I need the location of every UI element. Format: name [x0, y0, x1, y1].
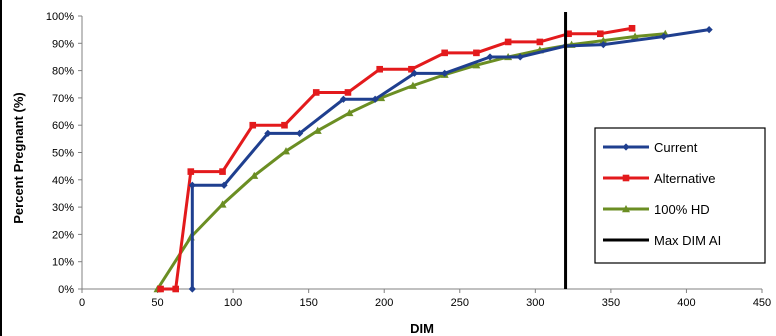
data-point-alternative: [345, 89, 352, 96]
y-tick-label: 50%: [52, 148, 74, 160]
y-axis-title: Percent Pregnant (%): [11, 92, 26, 223]
legend-marker-alternative: [623, 175, 630, 182]
x-axis-title: DIM: [410, 321, 434, 336]
data-point-alternative: [441, 50, 448, 57]
data-point-alternative: [376, 66, 383, 73]
data-point-alternative: [172, 286, 179, 293]
y-tick-label: 100%: [46, 11, 74, 23]
data-point-alternative: [473, 50, 480, 57]
data-point-alternative: [249, 122, 256, 129]
legend: Current Alternative 100% HD Max DIM AI: [595, 128, 765, 263]
legend-label-alternative: Alternative: [654, 171, 715, 186]
data-point-alternative: [281, 122, 288, 129]
data-point-alternative: [537, 39, 544, 46]
x-tick-label: 400: [677, 297, 695, 309]
y-tick-label: 30%: [52, 202, 74, 214]
y-tick-label: 0%: [58, 284, 74, 296]
x-tick-label: 0: [79, 297, 85, 309]
data-point-alternative: [313, 89, 320, 96]
data-point-alternative: [597, 30, 604, 37]
data-point-alternative: [188, 168, 195, 175]
data-point-alternative: [629, 25, 636, 32]
legend-label-max-dim-ai: Max DIM AI: [654, 233, 721, 248]
x-tick-label: 100: [224, 297, 242, 309]
x-tick-label: 250: [451, 297, 469, 309]
x-tick-label: 50: [151, 297, 163, 309]
x-tick-label: 200: [375, 297, 393, 309]
data-point-alternative: [157, 286, 164, 293]
y-tick-label: 40%: [52, 175, 74, 187]
x-tick-label: 350: [602, 297, 620, 309]
y-tick-label: 20%: [52, 229, 74, 241]
y-tick-label: 60%: [52, 120, 74, 132]
x-tick-label: 150: [299, 297, 317, 309]
y-tick-label: 70%: [52, 93, 74, 105]
data-point-alternative: [505, 39, 512, 46]
y-tick-label: 10%: [52, 257, 74, 269]
y-tick-label: 80%: [52, 66, 74, 78]
legend-label-current: Current: [654, 140, 698, 155]
x-tick-label: 450: [753, 297, 771, 309]
legend-label-100-hd: 100% HD: [654, 202, 710, 217]
y-tick-label: 90%: [52, 38, 74, 50]
data-point-alternative: [219, 168, 226, 175]
x-tick-label: 300: [526, 297, 544, 309]
